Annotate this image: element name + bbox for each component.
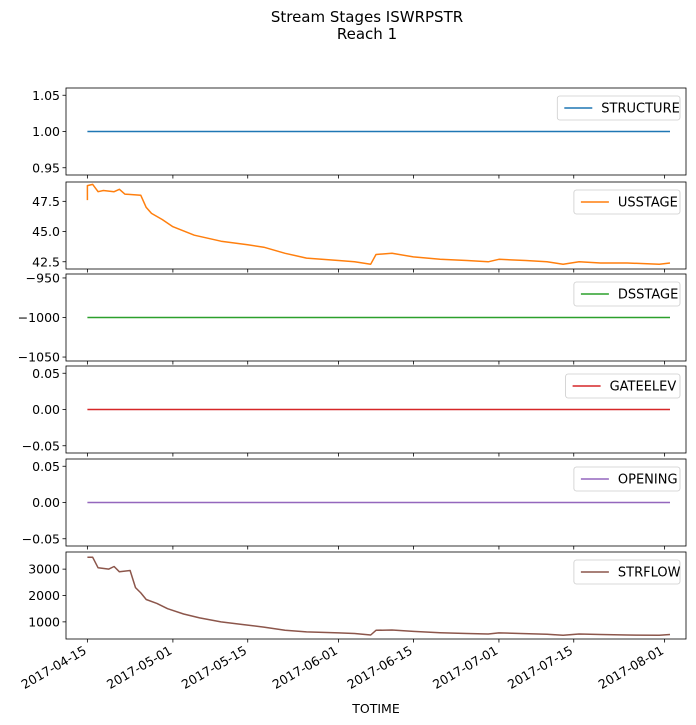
series-line-usstage	[86, 183, 671, 265]
panel-opening: −0.05 0.00 0.05 OPENING	[22, 458, 687, 550]
x-tick-label: 2017-05-01	[104, 643, 174, 692]
y-tick-label: −0.05	[22, 531, 60, 546]
legend-dsstage: DSSTAGE	[573, 281, 681, 307]
y-tick-label: −950	[26, 270, 60, 285]
y-tick-label: 2000	[28, 588, 60, 603]
legend-label: USSTAGE	[618, 196, 678, 211]
y-tick-label: 0.00	[32, 402, 60, 417]
y-tick-label: −1050	[18, 350, 60, 365]
panel-usstage: 42.5 45.0 47.5 USSTAGE	[32, 181, 687, 273]
y-tick-label: −1000	[18, 310, 60, 325]
legend-box	[573, 281, 681, 307]
legend-label: STRFLOW	[618, 566, 681, 581]
legend-strflow: STRFLOW	[573, 559, 681, 585]
chart-subtitle: Reach 1	[337, 25, 397, 43]
legend-box	[573, 466, 681, 492]
x-tick-label: 2017-06-15	[344, 643, 414, 692]
legend-box	[565, 373, 681, 399]
legend-structure: STRUCTURE	[556, 95, 681, 121]
panel-strflow: 1000 2000 3000 STRFLOW	[28, 551, 687, 643]
x-tick-label: 2017-05-15	[179, 643, 249, 692]
panel-dsstage: −1050 −1000 −950 DSSTAGE	[18, 270, 687, 365]
y-tick-label: 47.5	[32, 194, 60, 209]
legend-opening: OPENING	[573, 466, 681, 492]
y-tick-label: 1.05	[32, 88, 60, 103]
legend-label: GATEELEV	[610, 380, 677, 395]
y-tick-label: 1.00	[32, 124, 60, 139]
y-tick-label: 1000	[28, 614, 60, 629]
y-tick-label: 0.05	[32, 459, 60, 474]
y-tick-label: 0.05	[32, 366, 60, 381]
legend-label: STRUCTURE	[601, 102, 680, 117]
y-tick-label: 3000	[28, 562, 60, 577]
legend-gateelev: GATEELEV	[565, 373, 681, 399]
legend-usstage: USSTAGE	[573, 189, 681, 215]
x-axis: 2017-04-15 2017-05-01 2017-05-15 2017-06-01…	[18, 643, 666, 692]
y-tick-label: 0.95	[32, 160, 60, 175]
legend-label: OPENING	[618, 473, 678, 488]
x-tick-label: 2017-04-15	[18, 643, 88, 692]
y-tick-label: −0.05	[22, 438, 60, 453]
panel-frame	[65, 181, 687, 270]
y-tick-label: 0.00	[32, 495, 60, 510]
x-tick-label: 2017-08-01	[596, 643, 666, 692]
legend-label: DSSTAGE	[618, 288, 678, 303]
y-tick-label: 45.0	[32, 224, 60, 239]
x-axis-label: TOTIME	[351, 701, 400, 716]
legend-box	[556, 95, 681, 121]
panel-structure: 0.95 1.00 1.05 STRUCTURE	[32, 87, 687, 179]
chart-title: Stream Stages ISWRPSTR	[271, 8, 463, 26]
legend-box	[573, 559, 681, 585]
series-line-strflow	[87, 556, 671, 637]
x-tick-label: 2017-07-01	[430, 643, 500, 692]
y-tick-label: 42.5	[32, 254, 60, 269]
chart-panels: 0.95 1.00 1.05 STRUCTURE 42.5 45.0 47.5 USSTAGE…	[18, 87, 687, 643]
x-tick-label: 2017-07-15	[505, 643, 575, 692]
panel-gateelev: −0.05 0.00 0.05 GATEELEV	[22, 365, 687, 457]
x-tick-label: 2017-06-01	[270, 643, 340, 692]
legend-box	[573, 189, 681, 215]
